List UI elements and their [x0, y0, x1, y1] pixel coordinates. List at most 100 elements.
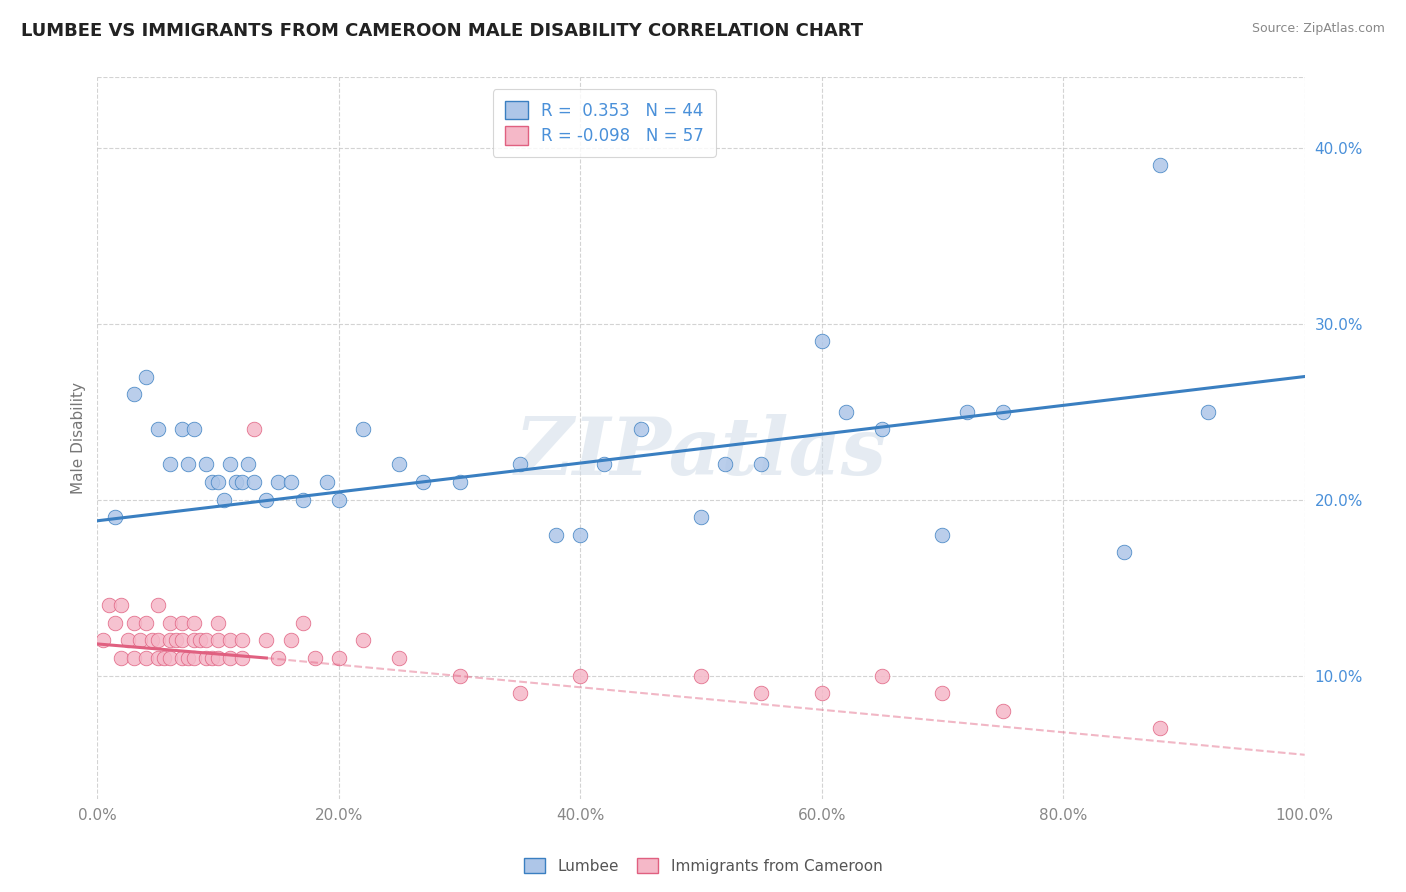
Point [352, 633, 374, 648]
Point [122, 651, 145, 665]
Point [159, 458, 181, 472]
Point [146, 633, 169, 648]
Point [593, 458, 616, 472]
Point [152, 651, 174, 665]
Point [110, 651, 132, 665]
Point [201, 651, 224, 665]
Point [207, 651, 229, 665]
Point [267, 651, 290, 665]
Point [955, 405, 977, 419]
Point [810, 334, 832, 349]
Point [183, 615, 205, 630]
Point [122, 615, 145, 630]
Point [170, 615, 193, 630]
Point [93, 633, 115, 648]
Point [110, 599, 132, 613]
Point [207, 475, 229, 489]
Point [412, 475, 434, 489]
Point [243, 475, 266, 489]
Point [170, 651, 193, 665]
Point [146, 651, 169, 665]
Point [159, 651, 181, 665]
Point [104, 615, 127, 630]
Point [931, 528, 953, 542]
Point [810, 686, 832, 700]
Point [291, 492, 314, 507]
Point [569, 668, 592, 682]
Point [212, 492, 235, 507]
Point [195, 633, 218, 648]
Point [177, 651, 200, 665]
Point [238, 458, 260, 472]
Point [170, 633, 193, 648]
Point [117, 633, 139, 648]
Point [835, 405, 858, 419]
Point [304, 651, 326, 665]
Point [931, 686, 953, 700]
Point [159, 633, 181, 648]
Point [135, 615, 157, 630]
Point [280, 633, 302, 648]
Point [183, 633, 205, 648]
Point [183, 422, 205, 436]
Point [225, 475, 247, 489]
Point [870, 668, 893, 682]
Point [128, 633, 150, 648]
Point [315, 475, 337, 489]
Point [1149, 158, 1171, 172]
Point [122, 387, 145, 401]
Point [280, 475, 302, 489]
Text: Source: ZipAtlas.com: Source: ZipAtlas.com [1251, 22, 1385, 36]
Point [135, 369, 157, 384]
Point [219, 633, 242, 648]
Point [630, 422, 652, 436]
Point [243, 422, 266, 436]
Point [104, 510, 127, 524]
Point [254, 633, 277, 648]
Point [569, 528, 592, 542]
Point [1197, 405, 1219, 419]
Point [177, 458, 200, 472]
Point [146, 422, 169, 436]
Point [159, 615, 181, 630]
Point [207, 615, 229, 630]
Point [714, 458, 737, 472]
Point [751, 458, 773, 472]
Point [141, 633, 163, 648]
Point [207, 633, 229, 648]
Point [328, 651, 350, 665]
Point [170, 422, 193, 436]
Legend: R =  0.353   N = 44, R = -0.098   N = 57: R = 0.353 N = 44, R = -0.098 N = 57 [494, 89, 716, 157]
Point [509, 458, 531, 472]
Point [195, 651, 218, 665]
Point [449, 475, 471, 489]
Text: LUMBEE VS IMMIGRANTS FROM CAMEROON MALE DISABILITY CORRELATION CHART: LUMBEE VS IMMIGRANTS FROM CAMEROON MALE … [21, 22, 863, 40]
Point [231, 651, 253, 665]
Point [449, 668, 471, 682]
Point [146, 599, 169, 613]
Point [546, 528, 568, 542]
Point [991, 704, 1014, 718]
Point [751, 686, 773, 700]
Point [352, 422, 374, 436]
Point [1149, 722, 1171, 736]
Legend: Lumbee, Immigrants from Cameroon: Lumbee, Immigrants from Cameroon [517, 852, 889, 880]
Point [870, 422, 893, 436]
Point [188, 633, 211, 648]
Point [328, 492, 350, 507]
Point [690, 668, 713, 682]
Point [690, 510, 713, 524]
Point [219, 651, 242, 665]
Point [1112, 545, 1135, 559]
Point [231, 475, 253, 489]
Point [231, 633, 253, 648]
Point [201, 475, 224, 489]
Point [509, 686, 531, 700]
Text: ZIPatlas: ZIPatlas [515, 414, 887, 491]
Point [135, 651, 157, 665]
Point [219, 458, 242, 472]
Point [388, 651, 411, 665]
Point [388, 458, 411, 472]
Point [165, 633, 187, 648]
Point [267, 475, 290, 489]
